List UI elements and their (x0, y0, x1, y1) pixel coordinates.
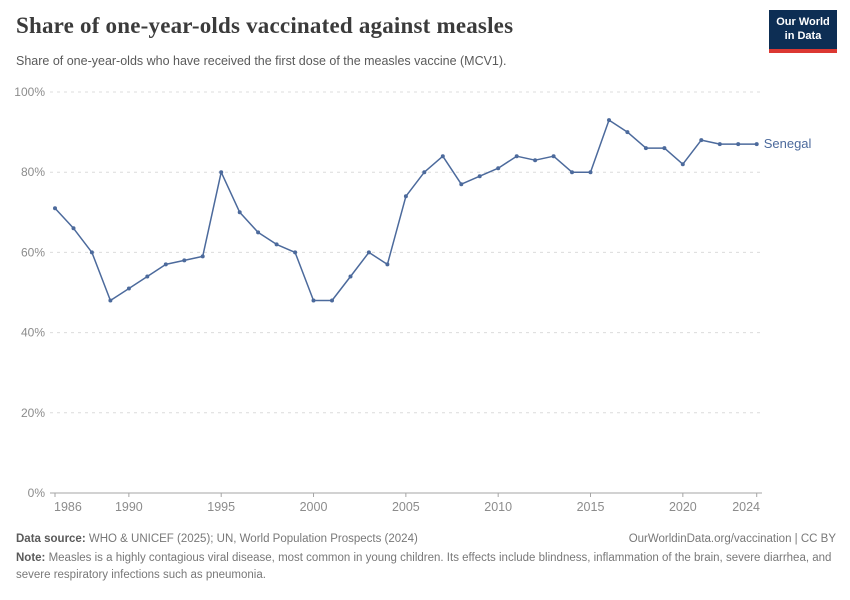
data-point-1993 (182, 258, 187, 263)
data-point-2009 (477, 174, 482, 179)
chart-footer: Data source: WHO & UNICEF (2025); UN, Wo… (16, 531, 836, 583)
data-point-1996 (237, 210, 242, 215)
y-tick-label-60: 60% (21, 245, 45, 259)
x-tick-label-2000: 2000 (300, 500, 328, 514)
note-value: Measles is a highly contagious viral dis… (16, 552, 832, 581)
y-tick-label-20: 20% (21, 406, 45, 420)
data-point-2012 (533, 158, 538, 163)
x-tick-label-1986: 1986 (54, 500, 82, 514)
x-tick-label-2010: 2010 (484, 500, 512, 514)
note-label: Note: (16, 552, 46, 565)
chart-subtitle: Share of one-year-olds who have received… (16, 54, 507, 68)
x-tick-label-2020: 2020 (669, 500, 697, 514)
x-tick-label-1995: 1995 (207, 500, 235, 514)
x-tick-label-2015: 2015 (577, 500, 605, 514)
data-point-2002 (348, 274, 353, 279)
data-point-2006 (422, 170, 427, 175)
citation-link[interactable]: OurWorldinData.org/vaccination | CC BY (628, 533, 836, 545)
owid-logo[interactable]: Our World in Data (769, 10, 837, 53)
data-point-2011 (514, 154, 519, 159)
chart-figure: 0% 20% 40% 60% 80% 100% 1986 1990 1995 2000 2005 20… (0, 82, 850, 527)
data-point-1998 (274, 242, 279, 247)
data-point-1989 (108, 298, 113, 303)
data-point-2003 (366, 250, 371, 255)
data-point-2017 (625, 130, 630, 135)
data-point-2005 (403, 194, 408, 199)
y-tick-label-40: 40% (21, 326, 45, 340)
data-point-2016 (607, 118, 611, 123)
data-point-2000 (311, 298, 316, 303)
data-point-2022 (717, 142, 722, 147)
data-point-2020 (680, 162, 685, 167)
chart-title: Share of one-year-olds vaccinated agains… (16, 13, 514, 38)
data-point-1987 (71, 226, 76, 231)
data-point-2018 (643, 146, 648, 151)
data-point-2007 (440, 154, 445, 159)
line-chart-svg: 0% 20% 40% 60% 80% 100% 1986 1990 1995 2000 2005 20… (14, 85, 812, 514)
data-point-2019 (662, 146, 667, 151)
data-point-2010 (496, 166, 501, 171)
data-point-2015 (588, 170, 593, 175)
owid-logo-line2: in Data (784, 30, 822, 43)
data-source-value: WHO & UNICEF (2025); UN, World Populatio… (85, 533, 418, 545)
series-line-senegal (54, 119, 758, 302)
data-point-2004 (385, 262, 390, 267)
note-line: Note: Measles is a highly contagious vir… (16, 550, 836, 583)
data-point-2024 (754, 142, 759, 147)
owid-logo-line1: Our World (776, 16, 830, 28)
data-point-2013 (551, 154, 556, 159)
data-point-2023 (736, 142, 741, 147)
y-tick-label-80: 80% (21, 165, 45, 179)
y-tick-label-0: 0% (28, 486, 46, 500)
y-tick-label-100: 100% (14, 85, 45, 99)
data-point-1986 (53, 206, 57, 211)
data-point-1995 (219, 170, 224, 175)
data-point-2001 (330, 298, 334, 303)
data-point-1991 (145, 274, 150, 279)
data-point-1990 (126, 286, 131, 291)
x-tick-label-2005: 2005 (392, 500, 420, 514)
data-point-2014 (570, 170, 574, 175)
x-tick-label-1990: 1990 (115, 500, 143, 514)
data-point-1988 (89, 250, 94, 255)
data-point-2021 (699, 138, 704, 143)
data-point-1999 (293, 250, 298, 255)
data-point-1992 (163, 262, 168, 267)
x-tick-label-2024: 2024 (732, 500, 760, 514)
data-source-line: Data source: WHO & UNICEF (2025); UN, Wo… (16, 531, 418, 547)
data-point-1997 (256, 230, 261, 235)
entity-label-senegal: Senegal (764, 136, 812, 151)
data-point-1994 (200, 254, 205, 259)
data-source-label: Data source: (16, 533, 86, 545)
data-source-row: Data source: WHO & UNICEF (2025); UN, Wo… (16, 531, 836, 547)
data-point-2008 (459, 182, 464, 187)
